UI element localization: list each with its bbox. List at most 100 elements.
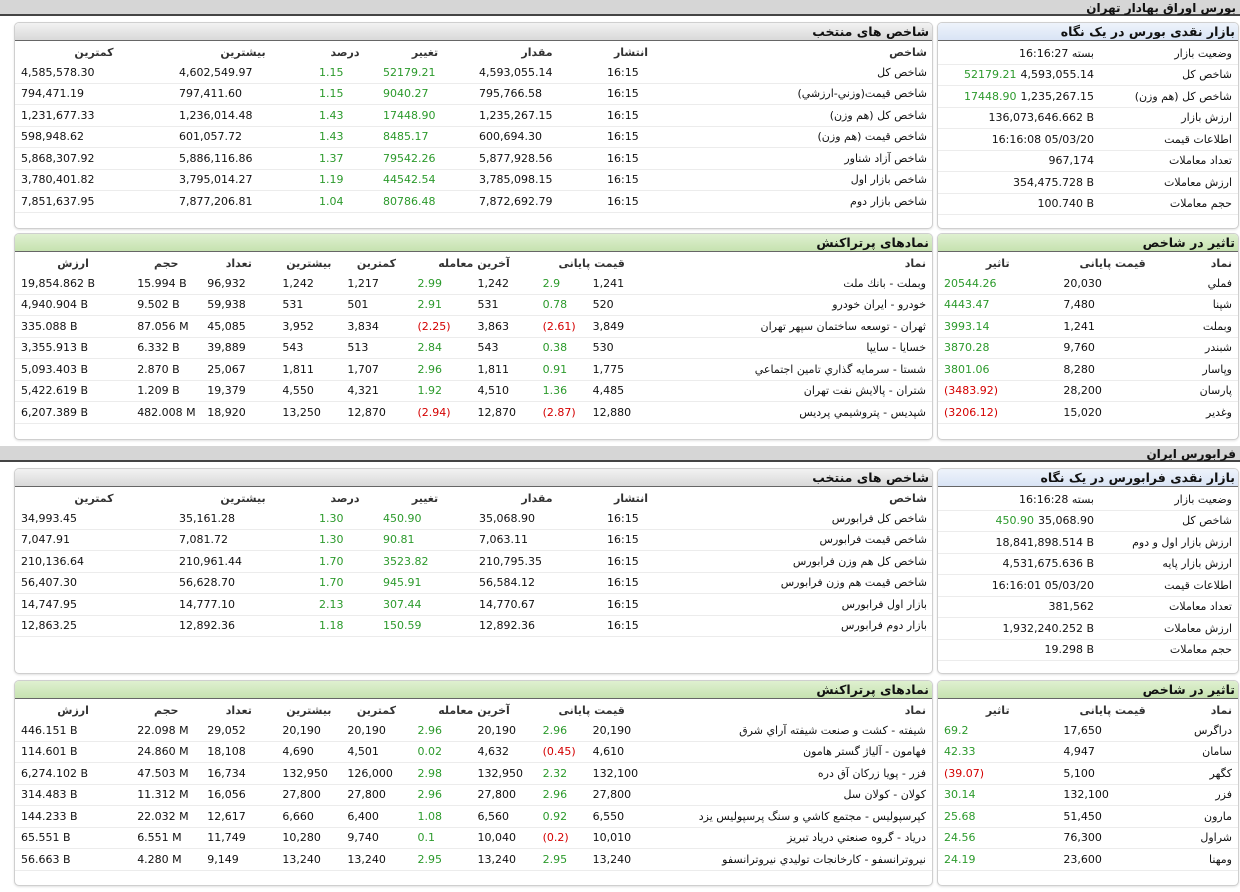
table-cell: 20,190 [586,720,647,742]
table-cell: 1,811 [471,358,537,381]
table-cell: 132,100 [586,762,647,785]
glance-value: 381,562 [1048,600,1095,614]
table-cell: 2.9 [536,273,587,295]
glance-values: 18,841,898.514 B [944,536,1094,549]
table-cell: 18,108 [201,741,277,763]
column-header: تعداد [225,704,252,717]
table-cell: 1,231,677.33 [15,104,173,127]
glance-values: 19.298 B [944,643,1094,656]
table-cell: 1,242 [471,273,537,295]
glance-value: 4,531,675.636 B [1002,557,1094,571]
table-cell: 16,734 [201,762,277,785]
glance-row: وضعیت بازار بسته 16:16:27 [938,43,1238,65]
glance-label: اطلاعات قیمت [1100,128,1238,151]
glance-value-cell: 136,073,646.662 B [938,107,1100,129]
table-cell: 10,040 [471,827,537,849]
table-cell: 20,190 [341,720,412,742]
column-header: شاخص [889,46,927,59]
table-cell: 531 [471,294,537,316]
table-cell: 335.088 B [15,315,132,338]
table-row: كپرسپوليس - مجتمع كاشي و سنگ پرسپوليس يز… [15,805,932,828]
table-cell: 1.08 [411,805,472,828]
header-row: شاخص انتشار مقدار تغییر درصد بیشترین کمترین [15,489,932,508]
table-cell: شاخص قیمت فرابورس [661,529,932,551]
glance-value-cell: بسته 16:16:28 [938,489,1100,511]
table-cell: 16:15 [601,550,661,573]
table-cell: 1.70 [313,550,377,573]
table-cell: 9,149 [201,848,277,871]
glance-values: 381,562 [944,600,1095,614]
table-cell: 59,938 [201,294,277,316]
table-cell: بازار اول فرابورس [661,593,932,616]
table-row: بازار دوم فرابورس 16:15 12,892.36 150.59 1.1… [15,615,932,637]
glance-value: بسته 16:16:28 [1019,492,1094,506]
section-header: فرابورس ایران [0,446,1240,462]
table-cell: 1.92 [411,380,472,402]
table-row: شيفته - كشت و صنعت شيفته آراي شرق 20,190 2… [15,720,932,742]
column-header: نماد [904,704,926,717]
table-cell: 501 [341,294,412,316]
table-cell: 19,379 [201,380,277,402]
table-cell: 6.551 M [131,827,202,849]
table-cell: 3,355.913 B [15,337,132,359]
table-cell: كولان - كولان سل [646,784,932,806]
glance-value-cell: 967,174 [938,150,1100,172]
table-cell: 44542.54 [377,169,473,191]
column-header: قیمت پایانی [558,704,625,717]
table-cell: 28,200 [1057,380,1168,402]
table-cell: 1.37 [313,147,377,170]
table-cell: 11.312 M [131,784,202,806]
table-cell: 210,961.44 [173,550,313,573]
table-cell: 2.95 [411,848,472,871]
table-cell: ومهنا [1167,848,1238,871]
header-row: نماد قیمت پایانی آخرین معامله کمترین بیشترین… [15,701,932,720]
table-cell: 16:15 [601,83,661,105]
table-cell: 482.008 M [131,401,202,424]
column-header: تغییر [411,46,439,59]
glance-values: 354,475.728 B [944,176,1094,189]
table-cell: شتران - پالايش نفت تهران [646,380,932,402]
table-cell: 3523.82 [377,550,473,573]
table-row: دراگرس 17,650 69.2 [938,720,1238,742]
table-cell: 530 [586,337,647,359]
glance-values: 4,531,675.636 B [944,557,1094,570]
table-cell: شاخص قیمت(وزني-ارزشي) [661,83,932,105]
table-cell: شاخص بازار اول [661,169,932,191]
panel: بازار نقدی فرابورس در یک نگاه وضعیت بازار… [937,468,1239,674]
table-cell: 1.30 [313,508,377,530]
table-cell: 23,600 [1057,848,1168,871]
table-cell: 56,628.70 [173,572,313,594]
table-cell: 39,889 [201,337,277,359]
table-cell: 114.601 B [15,741,132,763]
table-row: بازار اول فرابورس 16:15 14,770.67 307.44 2.1… [15,593,932,616]
table-cell: 24.860 M [131,741,202,763]
table-cell: (2.25) [411,315,472,338]
table-cell: 4,550 [276,380,342,402]
table-cell: شاخص قیمت (هم وزن) [661,126,932,148]
header-row: شاخص انتشار مقدار تغییر درصد بیشترین کمترین [15,43,932,62]
table-cell: بازار دوم فرابورس [661,615,932,637]
table-cell: فزر [1167,784,1238,806]
glance-row: ارزش بازار پایه 4,531,675.636 B [938,553,1238,575]
table-cell: شاخص کل فرابورس [661,508,932,530]
column-header: ارزش [57,257,89,270]
table-cell: 210,795.35 [473,550,601,573]
table-row: فزر 132,100 30.14 [938,784,1238,806]
table-cell: 1.70 [313,572,377,594]
table-row: شاخص کل هم وزن فرابورس 16:15 210,795.35 352… [15,550,932,573]
table-cell: 16,056 [201,784,277,806]
table-cell: 4,485 [586,380,647,402]
table-cell: 29,052 [201,720,277,742]
glance-values: 136,073,646.662 B [944,111,1094,124]
table-cell: دراگرس [1167,720,1238,742]
table-cell: 1.209 B [131,380,202,402]
table-cell: 11,749 [201,827,277,849]
glance-value: 4,593,055.14 [1020,68,1094,82]
table-cell: 5,100 [1057,762,1168,785]
table-cell: 12,870 [471,401,537,424]
table-cell: 10,280 [276,827,342,849]
glance-row: ارزش بازار اول و دوم 18,841,898.514 B [938,531,1238,554]
glance-values: 35,068.90 450.90 [944,514,1094,527]
table-cell: شاخص کل هم وزن فرابورس [661,550,932,573]
table-cell: 5,877,928.56 [473,147,601,170]
